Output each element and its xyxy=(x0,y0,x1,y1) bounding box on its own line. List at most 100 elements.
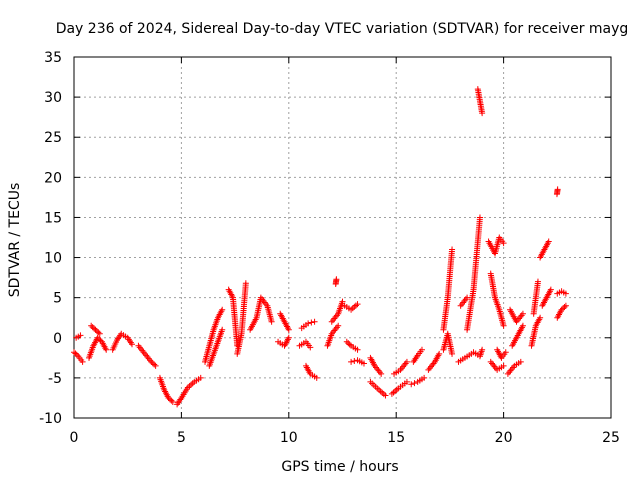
y-tick-label: 0 xyxy=(53,331,62,347)
x-tick-label: 0 xyxy=(70,430,79,446)
data-point xyxy=(72,350,79,357)
data-point xyxy=(285,326,292,333)
y-axis-label: SDTVAR / TECUs xyxy=(7,183,23,298)
data-point xyxy=(345,340,352,347)
y-axis: -10 -5 0 5 10 15 20 25 30 35 xyxy=(39,50,611,427)
y-tick-label: 30 xyxy=(44,90,62,106)
data-point xyxy=(378,370,385,377)
y-tick-label: 20 xyxy=(44,170,62,186)
data-point xyxy=(333,276,340,283)
data-point xyxy=(464,294,471,301)
data-point xyxy=(408,381,415,388)
data-point xyxy=(166,396,173,403)
data-point xyxy=(382,392,389,399)
data-point xyxy=(449,350,456,357)
data-point xyxy=(502,349,509,356)
x-tick-label: 25 xyxy=(602,430,620,446)
data-point xyxy=(77,332,84,339)
data-point xyxy=(348,358,355,365)
data-point xyxy=(562,290,569,297)
data-point xyxy=(88,322,95,329)
data-point xyxy=(545,238,552,245)
data-point xyxy=(449,246,456,253)
data-point xyxy=(554,186,561,193)
data-point xyxy=(547,286,554,293)
data-point xyxy=(73,351,80,358)
data-point xyxy=(93,328,100,335)
data-point xyxy=(308,319,315,326)
data-point xyxy=(268,318,275,325)
data-point xyxy=(403,378,410,385)
data-point xyxy=(149,360,156,367)
data-point xyxy=(562,302,569,309)
data-point xyxy=(479,346,486,353)
data-point xyxy=(421,374,428,381)
x-tick-label: 15 xyxy=(387,430,405,446)
data-point xyxy=(313,374,320,381)
data-point xyxy=(411,380,418,387)
data-point xyxy=(168,397,175,404)
data-point xyxy=(354,346,361,353)
data-point xyxy=(418,346,425,353)
y-tick-label: -5 xyxy=(48,371,62,387)
x-tick-label: 10 xyxy=(280,430,298,446)
data-point xyxy=(537,314,544,321)
data-point xyxy=(311,318,318,325)
data-point xyxy=(403,358,410,365)
data-point xyxy=(335,322,342,329)
data-point xyxy=(305,320,312,327)
data-point xyxy=(436,350,443,357)
data-point xyxy=(360,360,367,367)
data-point xyxy=(500,240,507,247)
plot-frame xyxy=(73,56,612,419)
data-point xyxy=(89,324,96,331)
y-tick-label: 10 xyxy=(44,251,62,267)
y-tick-label: 5 xyxy=(53,291,62,307)
data-point xyxy=(242,280,249,287)
data-point xyxy=(339,298,346,305)
data-point xyxy=(500,322,507,329)
data-point xyxy=(219,326,226,333)
data-point xyxy=(307,344,314,351)
x-axis-label: GPS time / hours xyxy=(281,459,398,475)
data-point xyxy=(91,325,98,332)
data-point xyxy=(558,306,565,313)
data-point xyxy=(128,341,135,348)
data-points xyxy=(71,86,569,408)
x-tick-label: 20 xyxy=(495,430,513,446)
x-tick-label: 5 xyxy=(177,430,186,446)
data-point xyxy=(197,374,204,381)
data-point xyxy=(71,349,77,356)
data-point xyxy=(151,361,158,368)
data-point xyxy=(285,334,292,341)
data-point xyxy=(94,334,101,341)
data-point xyxy=(354,301,361,308)
data-point xyxy=(343,338,350,345)
x-axis: 0 5 10 15 20 25 xyxy=(70,57,620,446)
data-point xyxy=(79,358,86,365)
data-point xyxy=(103,346,110,353)
data-point xyxy=(561,304,568,311)
data-point xyxy=(165,394,172,401)
data-point xyxy=(219,306,226,313)
data-point xyxy=(346,341,353,348)
y-tick-label: 25 xyxy=(44,130,62,146)
chart-title: Day 236 of 2024, Sidereal Day-to-day VTE… xyxy=(56,21,629,37)
data-point xyxy=(560,305,567,312)
data-point xyxy=(476,214,483,221)
data-point xyxy=(95,329,102,336)
data-point xyxy=(351,358,358,365)
data-point xyxy=(92,326,99,333)
data-point xyxy=(500,362,507,369)
y-tick-label: -10 xyxy=(39,411,62,427)
data-point xyxy=(169,398,176,405)
data-point xyxy=(534,278,541,285)
data-point xyxy=(479,110,486,117)
data-point xyxy=(519,310,526,317)
data-point xyxy=(96,336,103,343)
data-point xyxy=(148,358,155,365)
data-point xyxy=(96,330,103,337)
y-tick-label: 35 xyxy=(44,50,62,66)
y-tick-label: 15 xyxy=(44,210,62,226)
